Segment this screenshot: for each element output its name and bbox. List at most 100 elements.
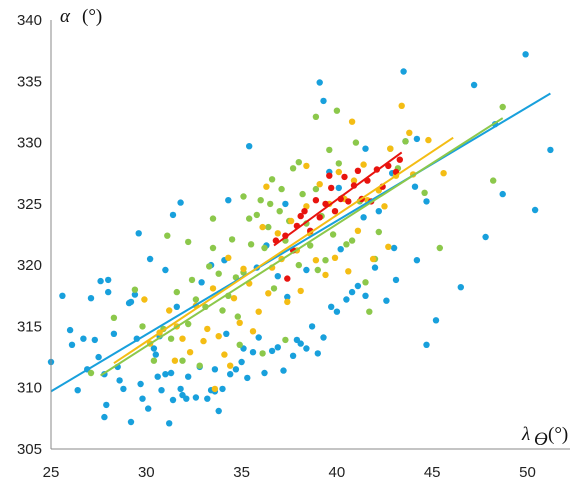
data-point — [284, 298, 291, 306]
data-point — [162, 266, 169, 274]
data-point — [249, 349, 257, 356]
data-point — [312, 197, 320, 204]
data-point — [59, 292, 66, 299]
y-tick-label: 335 — [17, 73, 42, 90]
data-point — [236, 319, 243, 326]
data-point — [219, 385, 226, 393]
data-point — [240, 193, 247, 200]
data-point — [312, 257, 320, 264]
data-point — [225, 197, 232, 204]
data-point — [261, 244, 268, 252]
data-point — [158, 387, 165, 394]
data-point — [354, 227, 362, 234]
data-point — [375, 228, 382, 236]
data-point — [392, 276, 400, 284]
data-point — [322, 257, 329, 264]
data-point — [240, 265, 247, 272]
data-point — [326, 172, 333, 179]
data-point — [387, 145, 394, 152]
data-point — [423, 198, 430, 205]
data-point — [282, 336, 289, 344]
data-point — [246, 143, 253, 150]
data-point — [173, 288, 180, 296]
data-point — [307, 242, 314, 249]
data-point — [362, 279, 369, 286]
data-point — [348, 118, 356, 125]
x-tick-label: 40 — [329, 464, 346, 481]
data-point — [116, 377, 123, 384]
data-point — [209, 215, 217, 222]
data-point — [333, 308, 341, 315]
data-point — [287, 217, 295, 225]
data-point — [150, 357, 158, 364]
data-point — [329, 231, 337, 238]
data-point — [206, 263, 213, 270]
y-tick-label: 315 — [17, 318, 42, 335]
data-point — [97, 277, 104, 285]
data-point — [127, 418, 135, 426]
data-point — [135, 230, 142, 237]
data-point — [101, 413, 108, 421]
data-point — [95, 353, 102, 361]
data-point — [360, 161, 367, 168]
data-point — [348, 288, 356, 296]
data-point — [255, 334, 262, 341]
data-point — [316, 79, 323, 86]
data-point — [274, 344, 281, 351]
data-point — [225, 254, 232, 261]
data-point — [343, 241, 350, 248]
data-point — [234, 313, 241, 320]
data-point — [282, 200, 289, 208]
data-point — [482, 233, 489, 241]
data-point — [308, 323, 316, 330]
data-point — [335, 168, 342, 176]
y-tick-label: 325 — [17, 196, 42, 213]
data-point — [146, 255, 154, 263]
data-point — [371, 264, 379, 271]
data-point — [312, 185, 320, 193]
trend-line — [273, 151, 403, 247]
data-point — [314, 350, 321, 357]
data-point — [354, 282, 362, 290]
data-points — [47, 51, 554, 427]
data-point — [337, 246, 344, 253]
data-point — [169, 396, 177, 404]
data-point — [265, 290, 272, 297]
data-point — [413, 135, 421, 143]
data-point — [139, 323, 146, 330]
x-tick-label: 45 — [424, 464, 441, 481]
data-point — [350, 177, 358, 184]
data-point — [167, 335, 175, 342]
data-point — [259, 350, 266, 357]
data-point — [362, 145, 369, 152]
data-point — [219, 307, 226, 314]
data-point — [398, 102, 405, 110]
data-point — [127, 298, 135, 306]
y-tick-label: 310 — [17, 380, 42, 397]
data-point — [192, 394, 200, 401]
data-point — [390, 244, 398, 252]
data-point — [425, 136, 432, 144]
data-point — [166, 420, 173, 427]
data-point — [295, 159, 302, 166]
data-point — [215, 407, 222, 415]
data-point — [375, 208, 382, 215]
data-point — [177, 385, 184, 393]
data-point — [490, 177, 497, 184]
y-tick-label: 305 — [17, 441, 42, 458]
data-point — [499, 103, 506, 111]
data-point — [297, 340, 304, 347]
data-point — [228, 236, 236, 243]
data-point — [186, 349, 194, 356]
data-point — [411, 183, 419, 190]
data-point — [522, 51, 529, 58]
data-point — [303, 203, 310, 210]
data-point — [303, 345, 310, 352]
data-point — [413, 257, 421, 264]
data-point — [221, 351, 228, 358]
data-point — [280, 367, 287, 374]
data-point — [303, 266, 310, 274]
data-point — [246, 215, 253, 222]
data-point — [400, 68, 407, 75]
data-point — [244, 374, 251, 382]
